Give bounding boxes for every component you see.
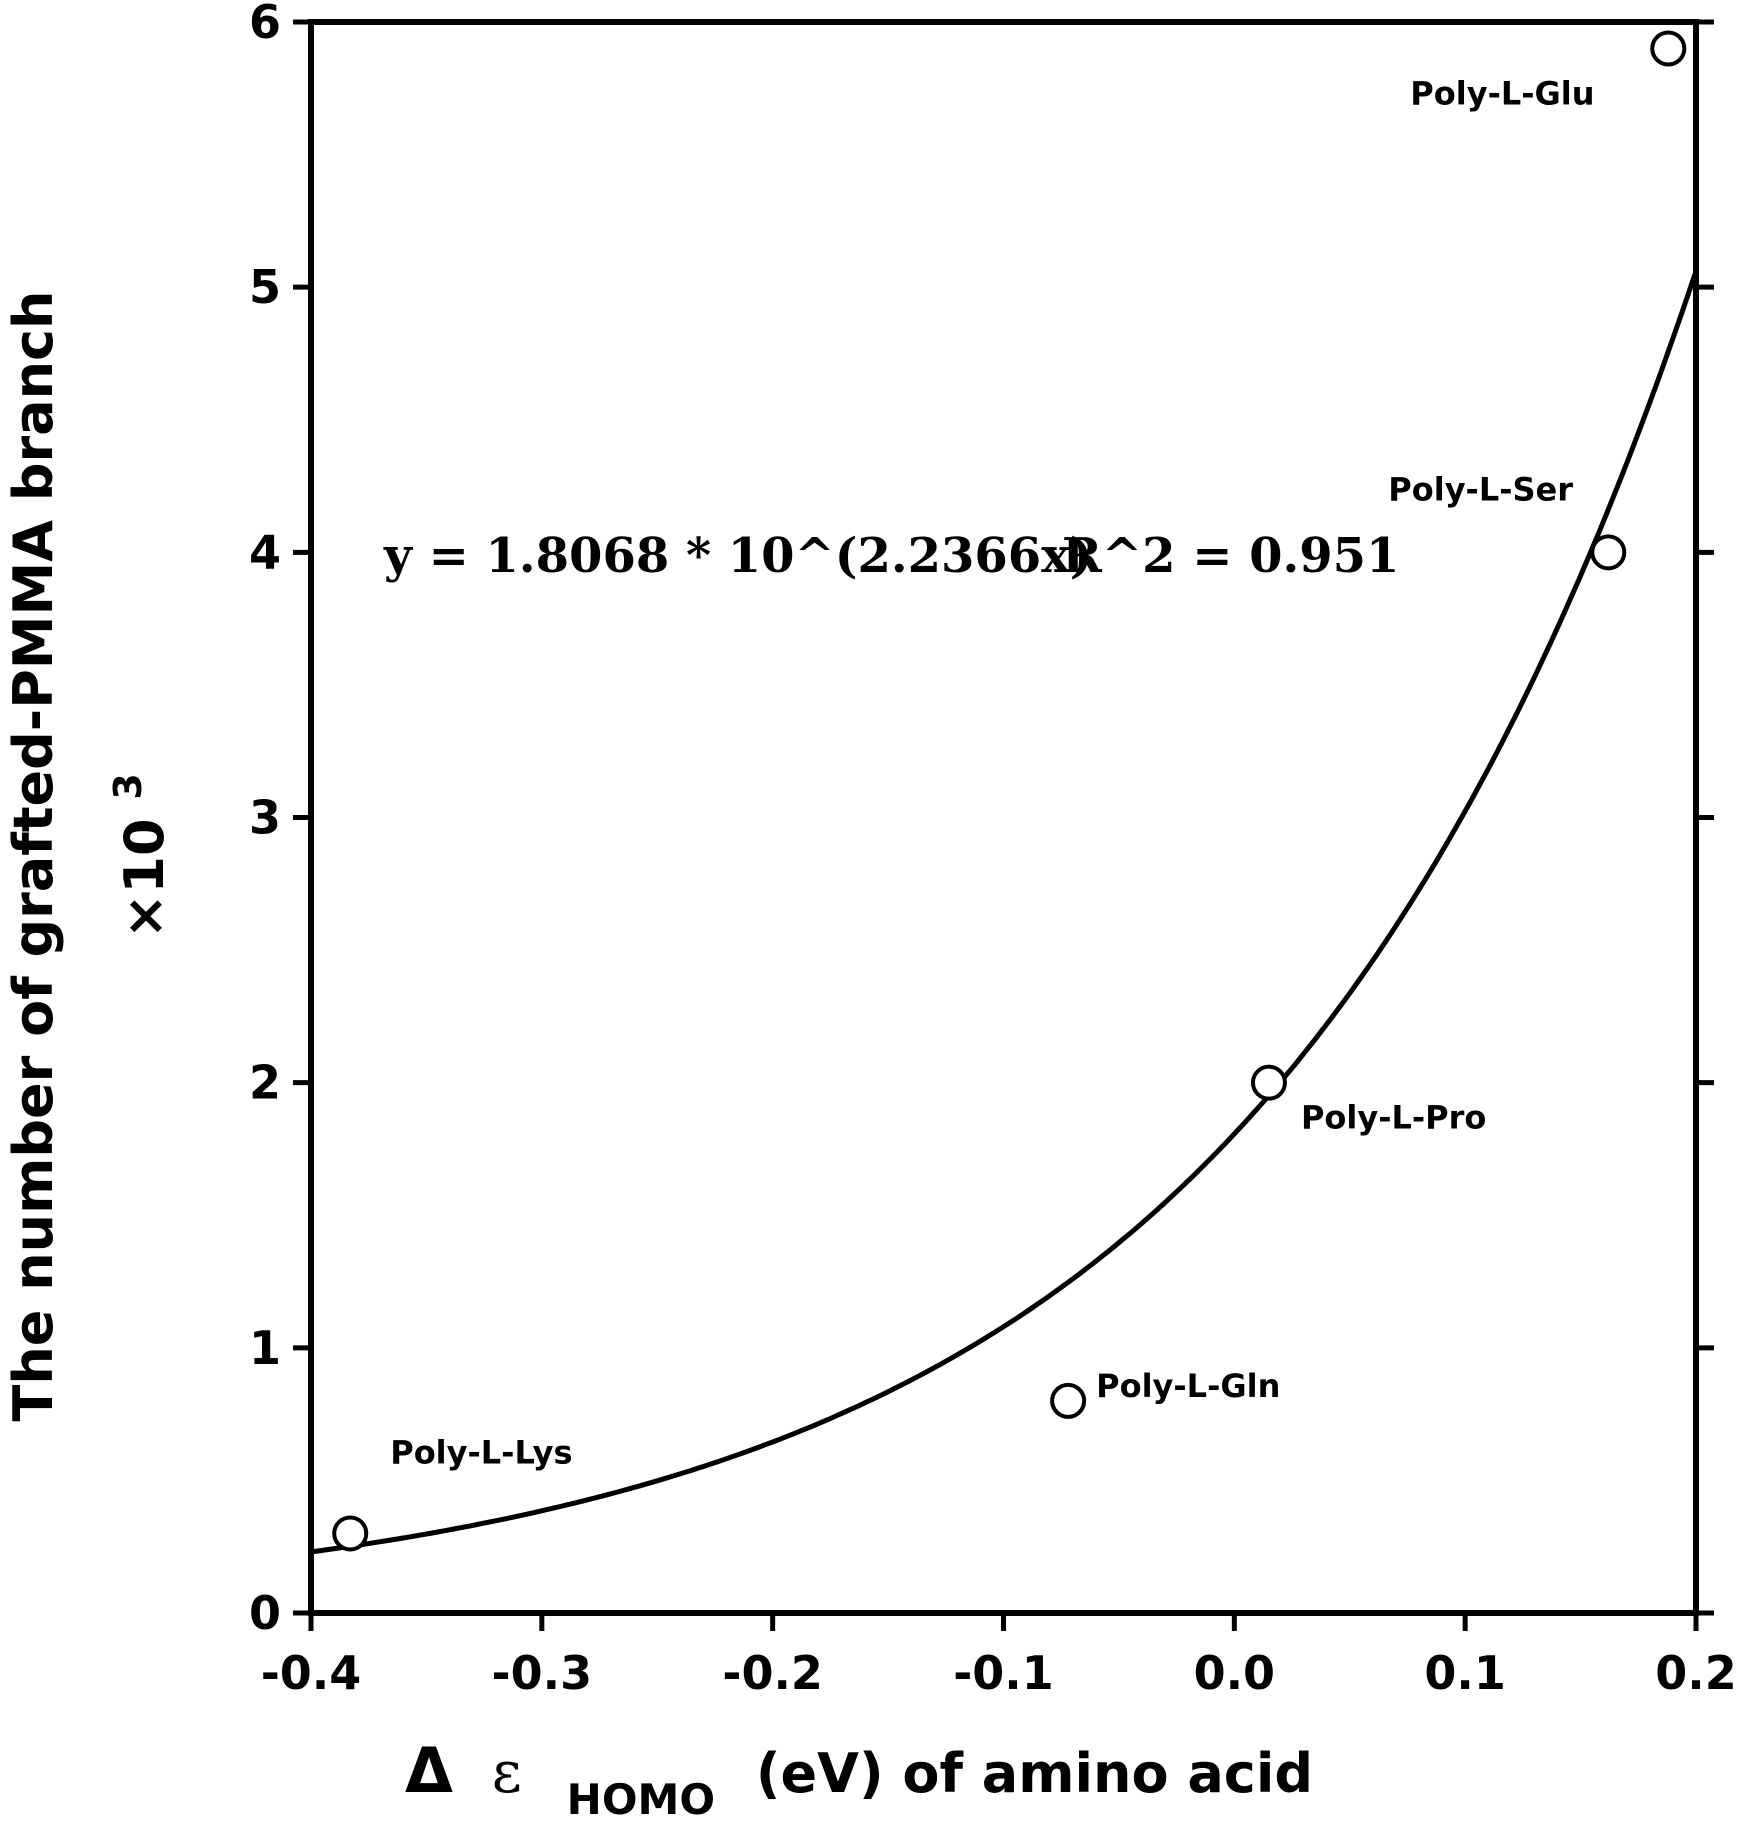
fit-equation: y = 1.8068 * 10^(2.2366x) <box>383 528 1093 584</box>
x-axis-title-delta: Δ <box>405 1734 453 1807</box>
data-point <box>1590 534 1627 571</box>
y-axis-title-exponent: 3 <box>106 773 150 799</box>
y-axis-title-line2: ×10 3 <box>106 773 176 939</box>
plot-frame-layer <box>308 19 1699 1616</box>
x-tick-label: -0.2 <box>722 1646 823 1700</box>
plot-frame <box>308 19 1699 1616</box>
x-axis-title-subscript: HOMO <box>567 1775 715 1824</box>
fit-r-squared: R^2 = 0.951 <box>1062 528 1399 584</box>
y-tick-label: 5 <box>249 260 281 314</box>
data-point <box>1050 1382 1087 1419</box>
y-tick-label: 3 <box>249 791 281 845</box>
x-tick-label: 0.1 <box>1424 1646 1506 1700</box>
x-axis-title: Δ ε HOMO (eV) of amino acid <box>405 1734 1313 1827</box>
x-tick-label: 0.2 <box>1655 1646 1737 1700</box>
y-axis-title-multiplier: ×10 <box>113 818 176 938</box>
fit-curve <box>310 270 1699 1555</box>
y-tick-label: 1 <box>249 1321 281 1375</box>
data-point-label: Poly-L-Glu <box>1410 75 1594 113</box>
x-axis-title-epsilon: ε <box>492 1738 522 1806</box>
y-tick-label: 6 <box>249 0 281 49</box>
data-point <box>1650 30 1687 67</box>
tick-labels-layer: -0.4 -0.3 -0.2 -0.1 0.0 0.1 0.2 0 1 2 3 4 5 6 <box>249 0 1737 1700</box>
x-tick-label: -0.3 <box>492 1646 593 1700</box>
data-point-label: Poly-L-Pro <box>1301 1099 1486 1137</box>
data-point-label: Poly-L-Ser <box>1388 470 1573 508</box>
y-tick-label: 0 <box>249 1586 281 1640</box>
y-axis-title-line1: The number of grafted-PMMA branch <box>2 291 65 1422</box>
data-point-label: Poly-L-Gln <box>1096 1367 1280 1405</box>
data-point-label: Poly-L-Lys <box>390 1433 572 1471</box>
x-tick-label: 0.0 <box>1194 1646 1276 1700</box>
data-points-layer: Poly-L-Lys Poly-L-Gln Poly-L-Pro Poly-L-Ser… <box>332 30 1687 1552</box>
data-point <box>1250 1064 1287 1101</box>
y-tick-label: 2 <box>249 1056 281 1110</box>
x-tick-label: -0.1 <box>953 1646 1054 1700</box>
data-point <box>332 1515 369 1552</box>
tick-marks-layer <box>293 19 1714 1631</box>
x-axis-title-rest: (eV) of amino acid <box>756 1742 1313 1805</box>
fit-curve-layer <box>310 270 1699 1555</box>
x-tick-label: -0.4 <box>261 1646 362 1700</box>
y-tick-label: 4 <box>249 525 281 579</box>
